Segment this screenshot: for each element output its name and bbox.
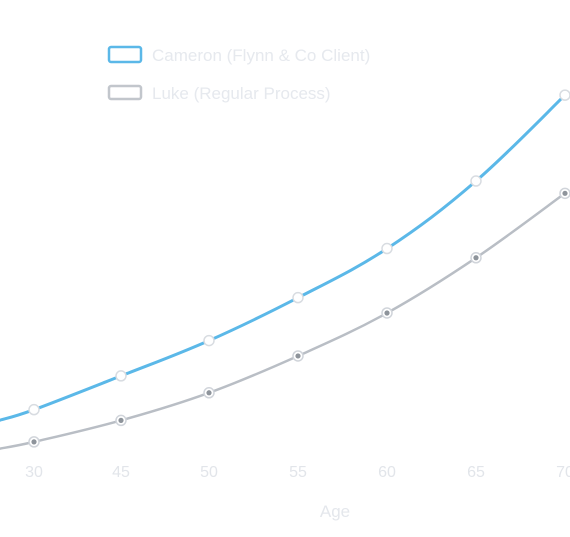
series-0 <box>0 89 570 422</box>
legend-swatch-cameron <box>107 45 143 64</box>
x-tick-label-45: 45 <box>112 464 130 481</box>
data-point-0-6[interactable] <box>559 89 570 101</box>
data-point-0-1[interactable] <box>115 370 127 382</box>
data-point-0-0[interactable] <box>28 403 40 416</box>
series-1 <box>0 187 570 450</box>
legend-swatch-luke <box>107 84 143 101</box>
legend-item-cameron[interactable]: Cameron (Flynn & Co Client) <box>107 45 370 65</box>
x-tick-label-65: 65 <box>467 464 485 481</box>
x-axis: 30 45 50 55 60 65 70 <box>25 464 570 481</box>
x-tick-label-70: 70 <box>556 464 570 481</box>
series-layer <box>0 89 570 450</box>
data-point-core-1-2 <box>206 390 212 396</box>
data-point-0-5[interactable] <box>470 175 482 187</box>
data-point-core-1-6 <box>562 190 568 196</box>
data-point-core-1-4 <box>384 310 390 316</box>
data-point-core-1-0 <box>31 439 37 445</box>
x-tick-label-50: 50 <box>200 464 218 481</box>
legend-label-cameron: Cameron (Flynn & Co Client) <box>152 46 370 65</box>
x-tick-label-60: 60 <box>378 464 396 481</box>
legend-label-luke: Luke (Regular Process) <box>152 84 331 103</box>
series-line-1 <box>0 192 567 450</box>
data-point-core-1-3 <box>295 353 301 359</box>
x-tick-label-30: 30 <box>25 464 43 481</box>
x-axis-title: Age <box>320 502 350 521</box>
data-point-0-2[interactable] <box>203 334 215 347</box>
data-point-core-1-1 <box>118 417 124 423</box>
x-tick-label-55: 55 <box>289 464 307 481</box>
data-point-0-4[interactable] <box>381 242 393 255</box>
data-point-core-1-5 <box>473 255 479 261</box>
legend: Cameron (Flynn & Co Client) Luke (Regula… <box>107 45 370 103</box>
legend-item-luke[interactable]: Luke (Regular Process) <box>107 84 331 103</box>
data-point-0-3[interactable] <box>292 291 304 304</box>
